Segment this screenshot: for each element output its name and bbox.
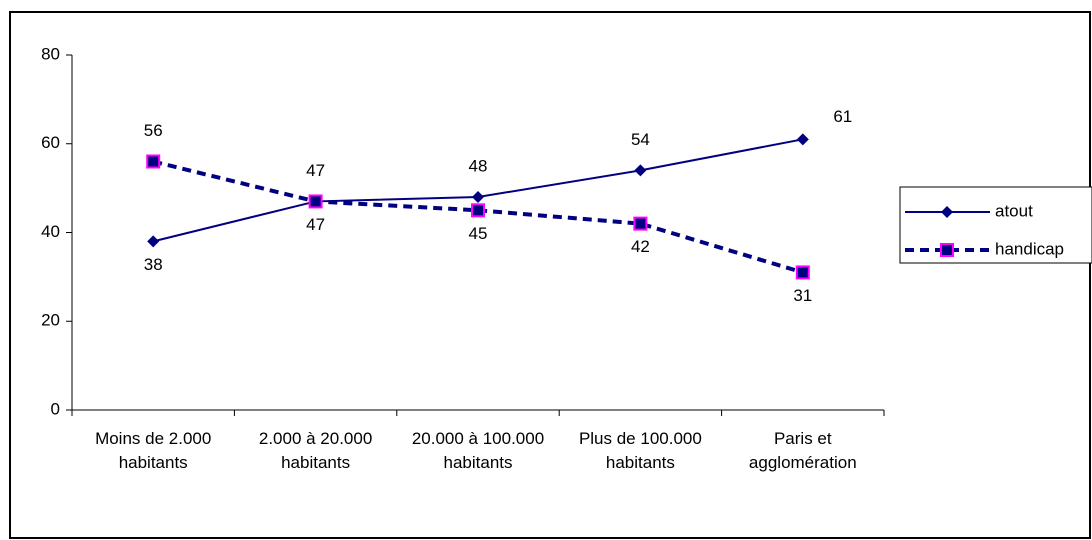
legend-box [899,186,1092,264]
marker [634,164,647,177]
y-tick-label: 60 [41,133,60,152]
marker [940,243,954,257]
data-label: 47 [306,161,325,180]
marker [941,206,953,218]
legend-label: atout [995,201,1033,220]
x-tick-label: 20.000 à 100.000 habitants [411,429,545,472]
data-label: 54 [631,130,650,149]
marker [796,133,809,146]
x-tick-label: Paris et agglomération [748,429,857,472]
data-label: 42 [631,237,650,256]
marker [147,235,160,248]
marker [146,154,161,169]
x-tick-label: Plus de 100.000 habitants [578,429,702,472]
data-label: 47 [306,215,325,234]
y-tick-label: 80 [41,44,60,63]
series-line [152,159,804,275]
data-label: 31 [793,286,812,305]
marker [472,191,484,203]
marker [633,216,648,231]
x-tick-label: 2.000 à 20.000 habitants [258,429,373,472]
data-label: 56 [144,121,163,140]
legend-label: handicap [995,239,1064,258]
x-tick-label: Moins de 2.000 habitants [95,429,212,472]
y-tick-label: 0 [51,399,60,418]
y-tick-label: 20 [41,311,60,330]
chart-frame [9,11,1091,539]
y-tick-label: 40 [41,222,60,241]
data-label: 48 [469,156,488,175]
marker [471,203,485,218]
data-label: 45 [469,224,488,243]
data-label: 38 [144,255,163,274]
data-label: 61 [833,107,852,126]
marker [308,194,323,209]
marker [795,265,810,280]
